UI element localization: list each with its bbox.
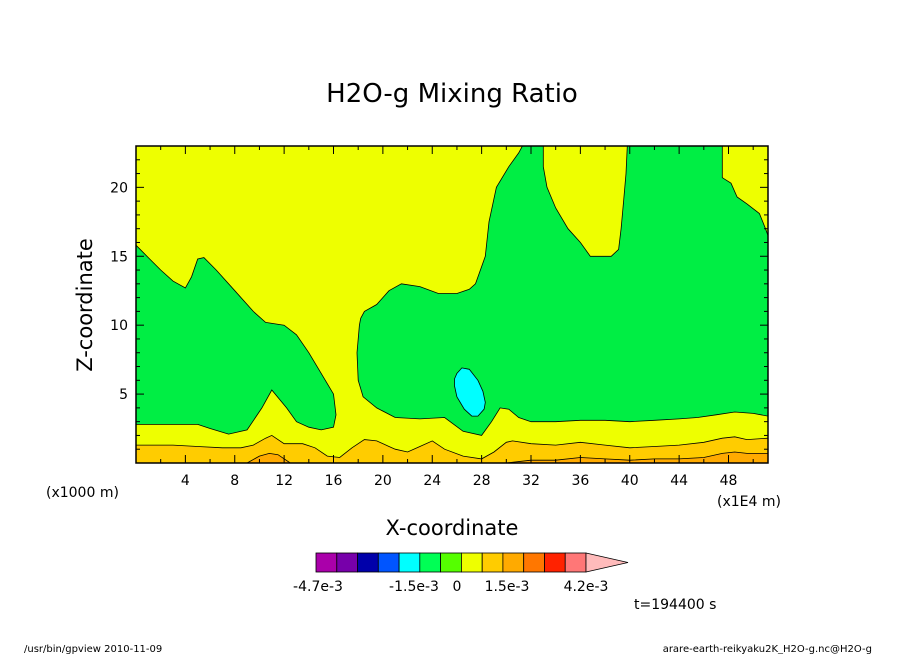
y-tick-label: 20	[110, 180, 128, 196]
colorbar	[315, 552, 629, 573]
x-tick-label: 44	[670, 473, 688, 489]
colorbar-swatch	[523, 552, 545, 573]
colorbar-swatch	[481, 552, 504, 573]
x-tick-label: 4	[181, 473, 190, 489]
colorbar-labels: -4.7e-3 -1.5e-3 0 1.5e-3 4.2e-3	[293, 579, 608, 595]
time-label: t=194400 s	[634, 597, 716, 613]
colorbar-label: 1.5e-3	[485, 579, 530, 595]
x-tick-label: 12	[275, 473, 293, 489]
x-tick-label: 28	[473, 473, 491, 489]
x-tick-label: 8	[230, 473, 239, 489]
footer-left: /usr/bin/gpview 2010-11-09	[24, 644, 162, 654]
x-tick-label: 36	[571, 473, 589, 489]
y-axis-label: Z-coordinate	[73, 238, 97, 372]
footer-right: arare-earth-reikyaku2K_H2O-g.nc@H2O-g	[663, 644, 872, 654]
colorbar-label: 4.2e-3	[564, 579, 609, 595]
contour-region-yellow-orange	[136, 434, 768, 463]
contour-region-green	[356, 146, 768, 436]
colorbar-swatch	[315, 552, 338, 573]
y-axis-ticks: 5 10 15 20	[110, 159, 768, 450]
plot-frame	[135, 145, 769, 464]
colorbar-swatch	[336, 552, 358, 573]
colorbar-label: -4.7e-3	[293, 579, 343, 595]
colorbar-swatch	[502, 552, 525, 573]
contour-region-cyan	[454, 367, 486, 417]
x-tick-label: 40	[621, 473, 639, 489]
colorbar-swatch	[544, 552, 566, 573]
y-tick-label: 15	[110, 249, 128, 265]
x-tick-label: 48	[720, 473, 738, 489]
colorbar-swatch	[564, 552, 587, 573]
x-tick-label: 20	[374, 473, 392, 489]
x-tick-label: 32	[522, 473, 540, 489]
y-axis-unit: (x1000 m)	[46, 485, 119, 501]
x-axis-unit: (x1E4 m)	[717, 494, 781, 510]
contour-region-orange	[136, 451, 768, 463]
colorbar-swatch	[419, 552, 441, 573]
colorbar-swatch	[440, 552, 462, 573]
colorbar-label: -1.5e-3	[389, 579, 439, 595]
colorbar-label: 0	[453, 579, 462, 595]
x-axis-ticks: 4 8 12 16 20 24 28 32 36 40 44 48	[160, 146, 754, 489]
y-tick-label: 10	[110, 318, 128, 334]
x-axis-label: X-coordinate	[386, 516, 519, 540]
colorbar-swatch	[377, 552, 400, 573]
chart-title: H2O-g Mixing Ratio	[326, 79, 578, 109]
x-tick-label: 24	[423, 473, 441, 489]
contour-fills	[136, 146, 768, 463]
x-tick-label: 16	[325, 473, 343, 489]
colorbar-extension-arrow	[585, 552, 629, 573]
colorbar-swatch	[398, 552, 421, 573]
y-tick-label: 5	[119, 387, 128, 403]
contour-region-green	[136, 244, 337, 435]
colorbar-swatch	[460, 552, 483, 573]
colorbar-swatch	[357, 552, 379, 573]
